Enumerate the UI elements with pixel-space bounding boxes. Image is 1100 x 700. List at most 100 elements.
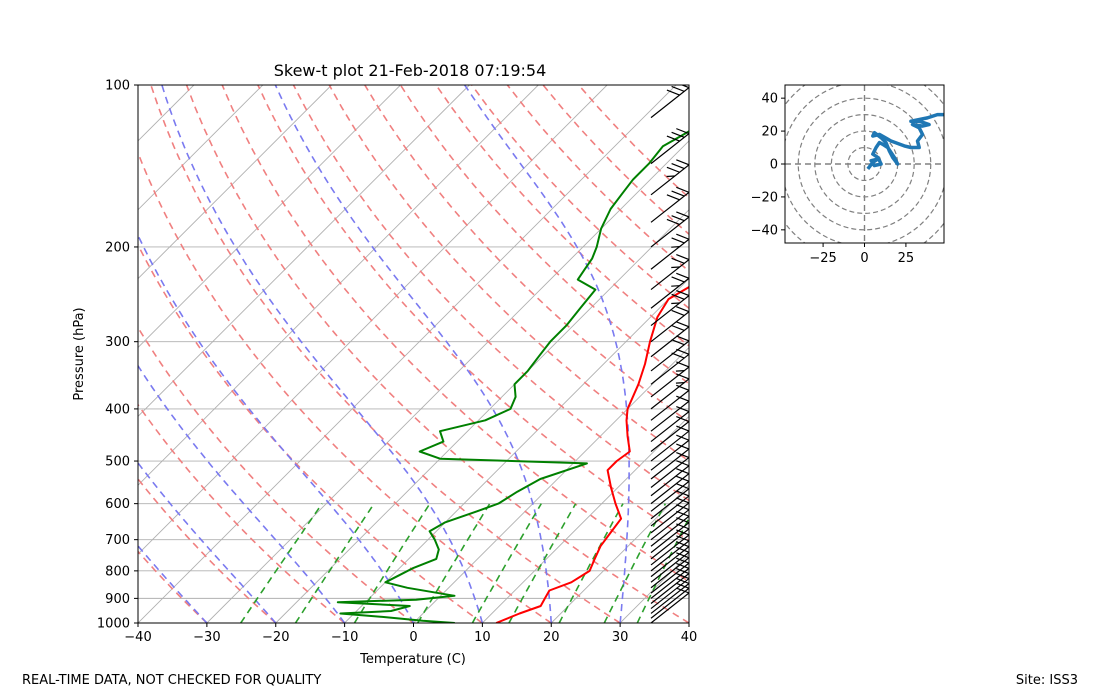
y-tick-label: 500 [105,455,130,470]
dry-adiabat [185,85,689,623]
wind-barb [650,562,689,599]
wind-barb [650,552,689,589]
wind-barb [650,306,689,343]
hodo-y-tick-label: 0 [770,158,778,173]
wind-barb [650,541,689,578]
dry-adiabat [138,550,208,623]
isotherm-line [619,553,689,623]
wind-barb [650,159,689,196]
moist-adiabat [138,461,277,623]
dry-adiabat [506,85,689,273]
moist-adiabat [138,364,346,623]
plot-area [137,84,690,624]
mixing-ratio-line [558,503,624,623]
hodo-y-tick-label: 40 [761,92,778,107]
dry-adiabat [292,85,689,502]
wind-barb [650,348,689,385]
dry-adiabat [138,243,483,623]
wind-barb [650,186,689,223]
dry-adiabat [399,85,689,385]
wind-barb [650,523,689,560]
moist-adiabat [138,233,415,623]
wind-barb [650,415,689,452]
y-tick-label: 200 [105,240,130,255]
moist-adiabat [688,618,689,623]
wind-barb [650,510,689,547]
wind-barb [650,434,689,471]
quality-disclaimer: REAL-TIME DATA, NOT CHECKED FOR QUALITY [22,673,322,688]
wind-barb [650,517,689,554]
dry-adiabat [138,326,414,623]
wind-barb [650,451,689,488]
isotherm-line [138,85,195,142]
isotherm-line [413,346,689,623]
y-tick-label: 800 [105,564,130,579]
mixing-ratio-line [294,503,375,623]
hodo-x-tick-label: −25 [809,251,836,266]
mixing-ratio-line [636,516,689,623]
isotherm-line [206,140,689,623]
wind-barb [650,272,689,309]
isotherm-line [688,622,689,623]
wind-barb [650,425,689,462]
mixing-ratio-line [353,503,431,623]
wind-barb [650,577,689,614]
wind-barb [650,567,689,604]
dry-adiabat [471,85,689,310]
temperature-profile [495,285,689,623]
dry-adiabat [138,403,346,623]
mixing-ratio-line [508,503,577,623]
x-tick-label: 30 [612,630,629,645]
hodograph-trace [866,112,944,170]
wind-barb [650,361,689,398]
dry-adiabat [542,85,689,236]
x-tick-label: −30 [193,630,220,645]
wind-barb [650,211,689,248]
isotherm-line [138,85,264,211]
hodo-y-tick-label: −40 [751,223,778,238]
x-tick-label: 40 [681,630,698,645]
isotherm-line [138,85,401,349]
wind-barb [650,582,689,619]
wind-barb [650,395,689,432]
moist-adiabat [161,85,484,623]
x-tick-label: 10 [474,630,491,645]
hodo-x-tick-label: 0 [860,251,868,266]
hodo-x-tick-label: 25 [898,251,915,266]
wind-barb [650,85,689,119]
dry-adiabat [150,85,621,623]
wind-barb [650,443,689,480]
moist-adiabat [138,544,208,623]
wind-barb [650,504,689,541]
wind-barb [650,572,689,610]
dry-adiabat [138,150,552,623]
hodograph: −25 0 25 −40 −20 0 20 40 [751,84,945,266]
wind-barb [650,406,689,443]
wind-barb [650,254,689,291]
isotherm-line [138,85,470,418]
wind-barb [650,335,689,372]
dry-adiabat [221,85,689,583]
wind-barb [650,373,689,410]
y-tick-label: 300 [105,335,130,350]
wind-barb [650,497,689,534]
mixing-ratio-line [417,503,491,623]
isotherm-line [344,277,689,623]
isotherm-line [550,484,689,623]
chart-title: Skew-t plot 21-Feb-2018 07:19:54 [274,61,547,80]
dry-adiabat [138,477,277,623]
y-tick-label: 100 [105,79,130,94]
wind-barb [650,233,689,270]
isotherm-line [138,85,539,486]
dry-adiabat [364,85,689,424]
moist-adiabat [274,85,553,623]
y-axis-label: Pressure (hPa) [72,307,87,400]
hodo-y-tick-label: −20 [751,190,778,205]
x-tick-label: −10 [331,630,358,645]
dewpoint-profile [336,130,689,623]
y-tick-label: 400 [105,402,130,417]
isotherm-line [138,85,332,280]
hodograph-ring [814,114,915,214]
x-tick-label: −40 [124,630,151,645]
